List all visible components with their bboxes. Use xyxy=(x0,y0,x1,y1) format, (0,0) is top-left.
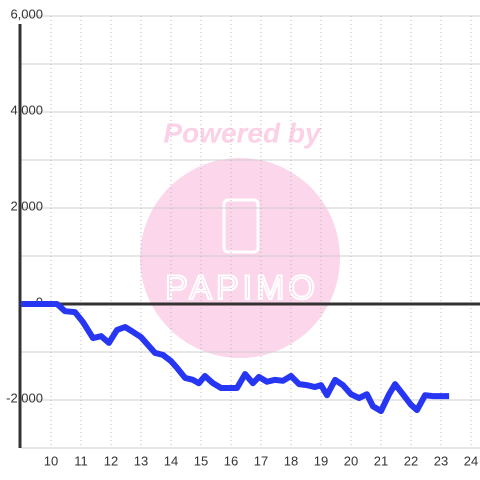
watermark-icon xyxy=(222,198,260,254)
y-tick-label: -2,000 xyxy=(6,390,43,405)
watermark-logo: PAPIMO xyxy=(165,269,319,307)
y-tick-label: 4,000 xyxy=(10,102,43,117)
x-tick-label: 22 xyxy=(404,453,418,468)
x-tick-label: 13 xyxy=(134,453,148,468)
y-tick-label: 2,000 xyxy=(10,198,43,213)
x-tick-label: 20 xyxy=(344,453,358,468)
x-tick-label: 18 xyxy=(284,453,298,468)
x-tick-label: 16 xyxy=(224,453,238,468)
x-tick-label: 14 xyxy=(164,453,178,468)
x-tick-label: 11 xyxy=(74,453,88,468)
x-tick-label: 17 xyxy=(254,453,268,468)
x-tick-label: 10 xyxy=(44,453,58,468)
x-tick-label: 23 xyxy=(434,453,448,468)
watermark-text: Powered by xyxy=(163,117,322,148)
x-tick-label: 24 xyxy=(464,453,478,468)
x-tick-label: 19 xyxy=(314,453,328,468)
x-tick-label: 15 xyxy=(194,453,208,468)
watermark-circle xyxy=(140,158,340,358)
y-tick-label: 6,000 xyxy=(10,6,43,21)
x-tick-label: 12 xyxy=(104,453,118,468)
data-line xyxy=(21,301,450,415)
x-tick-label: 21 xyxy=(374,453,388,468)
